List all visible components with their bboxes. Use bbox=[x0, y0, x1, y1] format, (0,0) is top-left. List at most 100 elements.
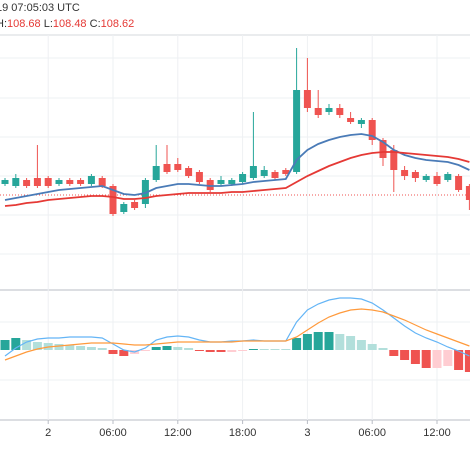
macd-histogram-bar bbox=[238, 350, 248, 351]
candle-body bbox=[325, 108, 333, 112]
candle-body bbox=[120, 204, 128, 212]
macd-histogram-bar bbox=[11, 338, 21, 350]
macd-histogram-bar bbox=[443, 350, 453, 366]
candle-body bbox=[390, 150, 398, 170]
candle-body bbox=[271, 172, 279, 178]
x-tick-label: 2 bbox=[45, 427, 51, 439]
macd-histogram-bar bbox=[32, 342, 42, 350]
macd-histogram-bar bbox=[54, 344, 64, 350]
macd-histogram-bar bbox=[194, 350, 204, 351]
macd-histogram-bar bbox=[108, 350, 118, 354]
x-tick-label: 12:00 bbox=[164, 427, 192, 439]
ohlc-value: 108.62 bbox=[100, 18, 135, 30]
candle-body bbox=[293, 90, 301, 172]
macd-histogram-bar bbox=[324, 332, 334, 350]
x-tick-label: 18:00 bbox=[229, 427, 257, 439]
macd-line bbox=[4, 297, 470, 357]
candle-body bbox=[465, 186, 470, 200]
macd-histogram-bar bbox=[378, 348, 388, 350]
candle-body bbox=[260, 170, 268, 176]
candle-body bbox=[433, 176, 441, 184]
candle-body bbox=[401, 170, 409, 176]
macd-histogram-bar bbox=[281, 349, 291, 350]
candle-body bbox=[55, 180, 63, 184]
candle-body bbox=[368, 120, 376, 140]
macd-histogram-bar bbox=[0, 340, 10, 350]
moving-average bbox=[4, 151, 470, 207]
candle-body bbox=[314, 108, 322, 115]
macd-histogram-bar bbox=[216, 350, 226, 352]
candle-body bbox=[163, 164, 171, 172]
x-tick-label: 06:00 bbox=[99, 427, 127, 439]
chart-header: 19 07:05:03 UTC H:108.68 L:108.48 C:108.… bbox=[0, 0, 134, 32]
macd-histogram-bar bbox=[421, 350, 431, 368]
macd-histogram-bar bbox=[400, 350, 410, 360]
candle-body bbox=[411, 172, 419, 178]
candle-body bbox=[174, 164, 182, 170]
macd-histogram-bar bbox=[292, 338, 302, 350]
macd-histogram-bar bbox=[302, 334, 312, 350]
candle-body bbox=[455, 176, 463, 190]
macd-histogram-bar bbox=[270, 349, 280, 350]
candle-body bbox=[185, 168, 193, 176]
macd-histogram-bar bbox=[259, 349, 269, 350]
macd-histogram-bar bbox=[389, 350, 399, 356]
candle-body bbox=[141, 180, 149, 204]
candle-body bbox=[347, 118, 355, 122]
candle-body bbox=[239, 174, 247, 182]
candle-body bbox=[1, 180, 9, 184]
macd-histogram-bar bbox=[346, 336, 356, 350]
ohlc-key: L: bbox=[43, 18, 53, 30]
candle-body bbox=[422, 176, 430, 180]
candle-body bbox=[66, 180, 74, 184]
candle-body bbox=[195, 172, 203, 182]
candle-body bbox=[77, 180, 85, 184]
macd-histogram-bar bbox=[173, 347, 183, 350]
candle-body bbox=[206, 180, 214, 190]
candle-body bbox=[12, 178, 20, 186]
candle-body bbox=[282, 170, 290, 174]
candle-body bbox=[217, 180, 225, 184]
macd-histogram-bar bbox=[76, 346, 86, 350]
x-tick-label: 3 bbox=[304, 427, 310, 439]
candle-body bbox=[44, 178, 52, 186]
macd-histogram-bar bbox=[227, 350, 237, 352]
candle-body bbox=[444, 174, 452, 180]
ohlc-value: 108.48 bbox=[52, 18, 87, 30]
macd-histogram-bar bbox=[140, 350, 150, 351]
macd-histogram-bar bbox=[367, 344, 377, 350]
candle-body bbox=[379, 140, 387, 158]
candle-body bbox=[33, 178, 41, 186]
macd-histogram-bar bbox=[86, 347, 96, 350]
candle-body bbox=[87, 176, 95, 184]
candle-body bbox=[249, 166, 257, 178]
macd-histogram-bar bbox=[335, 334, 345, 350]
macd-histogram-bar bbox=[162, 346, 172, 350]
ohlc-key: H: bbox=[0, 18, 7, 30]
ohlc-value: 108.68 bbox=[7, 18, 41, 30]
ohlc-key: C: bbox=[89, 18, 101, 30]
candle-body bbox=[109, 186, 117, 214]
candle-body bbox=[98, 178, 106, 186]
candle-body bbox=[131, 202, 139, 208]
candle-body bbox=[336, 108, 344, 115]
macd-histogram-bar bbox=[410, 350, 420, 364]
macd-histogram-bar bbox=[432, 350, 442, 368]
macd-histogram-bar bbox=[151, 347, 161, 350]
ohlc-readout: H:108.68 L:108.48 C:108.62 bbox=[0, 16, 134, 32]
x-tick-label: 12:00 bbox=[423, 427, 451, 439]
macd-histogram-bar bbox=[464, 350, 470, 372]
candle-body bbox=[152, 166, 160, 180]
macd-histogram-bar bbox=[119, 350, 129, 356]
candle-body bbox=[357, 120, 365, 124]
macd-histogram-bar bbox=[248, 349, 258, 350]
candle-body bbox=[303, 90, 311, 108]
macd-line bbox=[4, 308, 470, 361]
macd-histogram-bar bbox=[97, 348, 107, 350]
macd-histogram-bar bbox=[356, 340, 366, 350]
x-tick-label: 06:00 bbox=[358, 427, 386, 439]
macd-histogram-bar bbox=[65, 345, 75, 350]
macd-histogram-bar bbox=[184, 348, 194, 350]
